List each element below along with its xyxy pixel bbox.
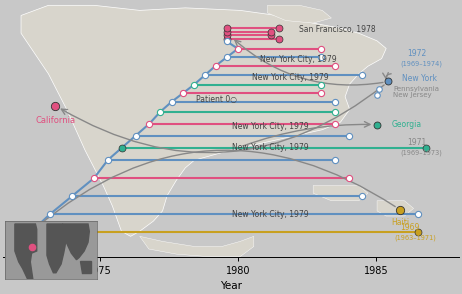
Point: [373, 93, 381, 98]
Text: New York City, 1979: New York City, 1979: [260, 55, 337, 64]
Text: Pennsylvania: Pennsylvania: [393, 86, 439, 92]
Point: [331, 121, 339, 126]
Point: [276, 37, 283, 41]
Polygon shape: [267, 5, 331, 23]
Point: [190, 83, 197, 87]
Point: [385, 79, 392, 84]
Point: [28, 244, 35, 249]
Point: [267, 29, 275, 34]
Point: [223, 29, 231, 34]
Point: [345, 176, 352, 181]
Polygon shape: [62, 224, 89, 260]
Text: (1969–1973): (1969–1973): [401, 149, 443, 156]
Point: [267, 33, 275, 38]
Point: [68, 194, 76, 198]
Text: 1972: 1972: [407, 49, 426, 58]
Polygon shape: [80, 260, 91, 273]
Text: San Francisco, 1978: San Francisco, 1978: [299, 25, 376, 34]
Point: [118, 146, 125, 150]
Polygon shape: [21, 5, 386, 236]
Text: Patient 0○: Patient 0○: [196, 95, 237, 104]
Point: [146, 121, 153, 126]
Point: [223, 39, 231, 44]
Point: [212, 63, 219, 68]
Text: 1971: 1971: [407, 138, 426, 147]
Text: New York City, 1979: New York City, 1979: [232, 143, 309, 152]
Point: [317, 91, 325, 96]
Point: [132, 133, 139, 138]
Point: [317, 46, 325, 51]
Point: [359, 73, 366, 78]
Text: California: California: [35, 116, 75, 125]
Point: [414, 212, 421, 217]
Text: (1969–1974): (1969–1974): [401, 61, 443, 67]
Text: New York City, 1979: New York City, 1979: [232, 210, 309, 219]
Polygon shape: [140, 236, 254, 257]
Point: [331, 158, 339, 162]
Point: [317, 83, 325, 87]
Polygon shape: [313, 186, 368, 201]
Point: [396, 207, 404, 212]
Point: [373, 122, 381, 127]
Point: [422, 146, 430, 150]
Point: [234, 46, 242, 51]
Point: [359, 194, 366, 198]
Point: [317, 55, 325, 59]
Text: New York City, 1979: New York City, 1979: [232, 122, 309, 131]
Point: [223, 55, 231, 59]
Point: [223, 37, 231, 41]
Point: [104, 158, 112, 162]
Polygon shape: [377, 201, 413, 216]
Text: New Jersey: New Jersey: [393, 92, 432, 98]
Point: [46, 212, 54, 217]
Point: [345, 133, 352, 138]
Point: [331, 100, 339, 104]
Polygon shape: [15, 224, 36, 279]
Point: [168, 100, 175, 104]
Point: [179, 91, 186, 96]
Point: [331, 63, 339, 68]
Text: New York City, 1979: New York City, 1979: [252, 73, 328, 82]
Point: [52, 103, 59, 108]
Point: [157, 109, 164, 114]
Point: [331, 109, 339, 114]
Point: [91, 176, 98, 181]
Point: [414, 230, 421, 235]
Text: New York: New York: [402, 74, 437, 83]
Point: [27, 230, 34, 235]
Text: Haiti: Haiti: [391, 218, 409, 227]
Point: [376, 87, 383, 91]
Text: (1963–1971): (1963–1971): [394, 234, 436, 241]
Point: [223, 26, 231, 31]
Polygon shape: [47, 224, 66, 273]
Point: [201, 73, 208, 78]
Text: 1969: 1969: [400, 223, 419, 232]
X-axis label: Year: Year: [220, 281, 242, 291]
Text: Georgia: Georgia: [392, 120, 422, 129]
Point: [223, 33, 231, 38]
Point: [276, 26, 283, 31]
